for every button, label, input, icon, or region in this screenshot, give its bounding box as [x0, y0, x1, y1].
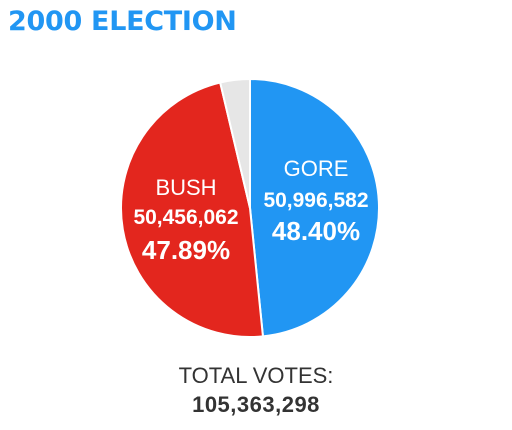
total-votes-value: 105,363,298 — [192, 392, 320, 417]
pie-slices — [120, 77, 380, 338]
total-votes-caption: TOTAL VOTES: — [178, 363, 334, 388]
bush-name-label: BUSH — [155, 175, 216, 200]
gore-percent-label: 48.40% — [272, 216, 360, 246]
pie-slice-bush — [120, 81, 265, 338]
gore-votes-label: 50,996,582 — [263, 189, 368, 212]
pie-slice-other — [218, 77, 251, 209]
pie-slice-gore — [249, 77, 380, 338]
gore-name-label: GORE — [284, 156, 349, 181]
bush-votes-label: 50,456,062 — [133, 206, 238, 229]
bush-percent-label: 47.89% — [142, 235, 230, 265]
chart-title: 2000 ELECTION — [8, 6, 237, 37]
